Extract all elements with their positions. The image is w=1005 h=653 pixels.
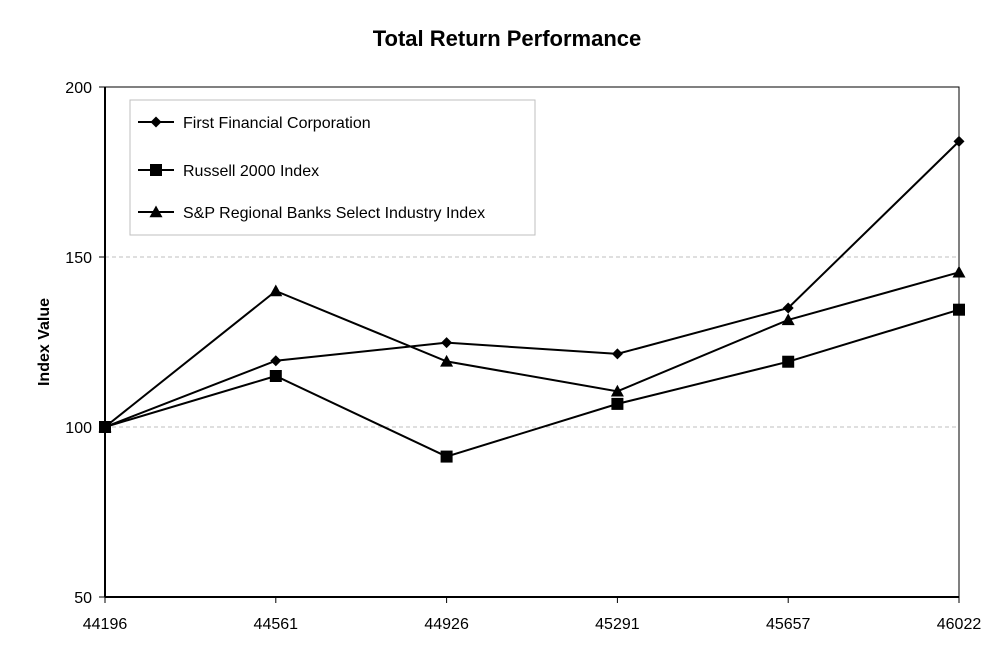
x-tick-label-0: 44196	[83, 616, 128, 633]
series-2-point-1	[269, 284, 283, 297]
series-line-1	[104, 308, 960, 458]
series-0-point-1	[270, 355, 282, 367]
x-tick-label-1: 44561	[254, 616, 299, 633]
series-line-0	[104, 140, 960, 428]
legend-marker-2	[149, 205, 163, 218]
legend-label-0: First Financial Corporation	[183, 115, 371, 132]
legend-label-1: Russell 2000 Index	[183, 163, 319, 180]
legend-box	[129, 99, 536, 236]
legend-item-0: First Financial Corporation	[138, 115, 371, 132]
series-line-2	[104, 271, 960, 428]
series-0-point-2	[441, 337, 453, 349]
series-0-point-3	[611, 348, 623, 360]
y-tick-label-200: 200	[65, 80, 92, 97]
y-tick-label-50: 50	[74, 590, 92, 607]
series-1-point-5	[953, 303, 965, 316]
chart-title: Total Return Performance	[373, 26, 642, 51]
y-axis-label: Index Value	[36, 298, 53, 386]
series-1-point-3	[611, 397, 624, 410]
legend-marker-0	[150, 116, 162, 128]
series-1-point-4	[782, 355, 795, 368]
x-tick-label-2: 44926	[424, 616, 469, 633]
x-tick-label-5: 46022	[937, 616, 982, 633]
series-2-point-4	[781, 313, 795, 326]
legend-label-2: S&P Regional Banks Select Industry Index	[183, 205, 485, 222]
y-tick-label-100: 100	[65, 420, 92, 437]
y-tick-label-150: 150	[65, 250, 92, 267]
series-1-point-2	[440, 450, 453, 463]
legend-item-2: S&P Regional Banks Select Industry Index	[138, 205, 485, 222]
series-1	[99, 303, 965, 463]
series-2	[98, 265, 966, 433]
series-0-point-5	[953, 135, 965, 147]
series-2-point-2	[440, 354, 454, 367]
x-tick-label-4: 45657	[766, 616, 811, 633]
legend-item-1: Russell 2000 Index	[138, 163, 319, 180]
legend-marker-1	[150, 164, 162, 176]
series-2-point-5	[952, 265, 966, 278]
series-1-point-1	[269, 370, 282, 382]
series-2-point-3	[610, 384, 624, 397]
series-0-point-4	[782, 302, 794, 314]
x-tick-label-3: 45291	[595, 616, 640, 633]
series-2-point-0	[98, 420, 112, 433]
